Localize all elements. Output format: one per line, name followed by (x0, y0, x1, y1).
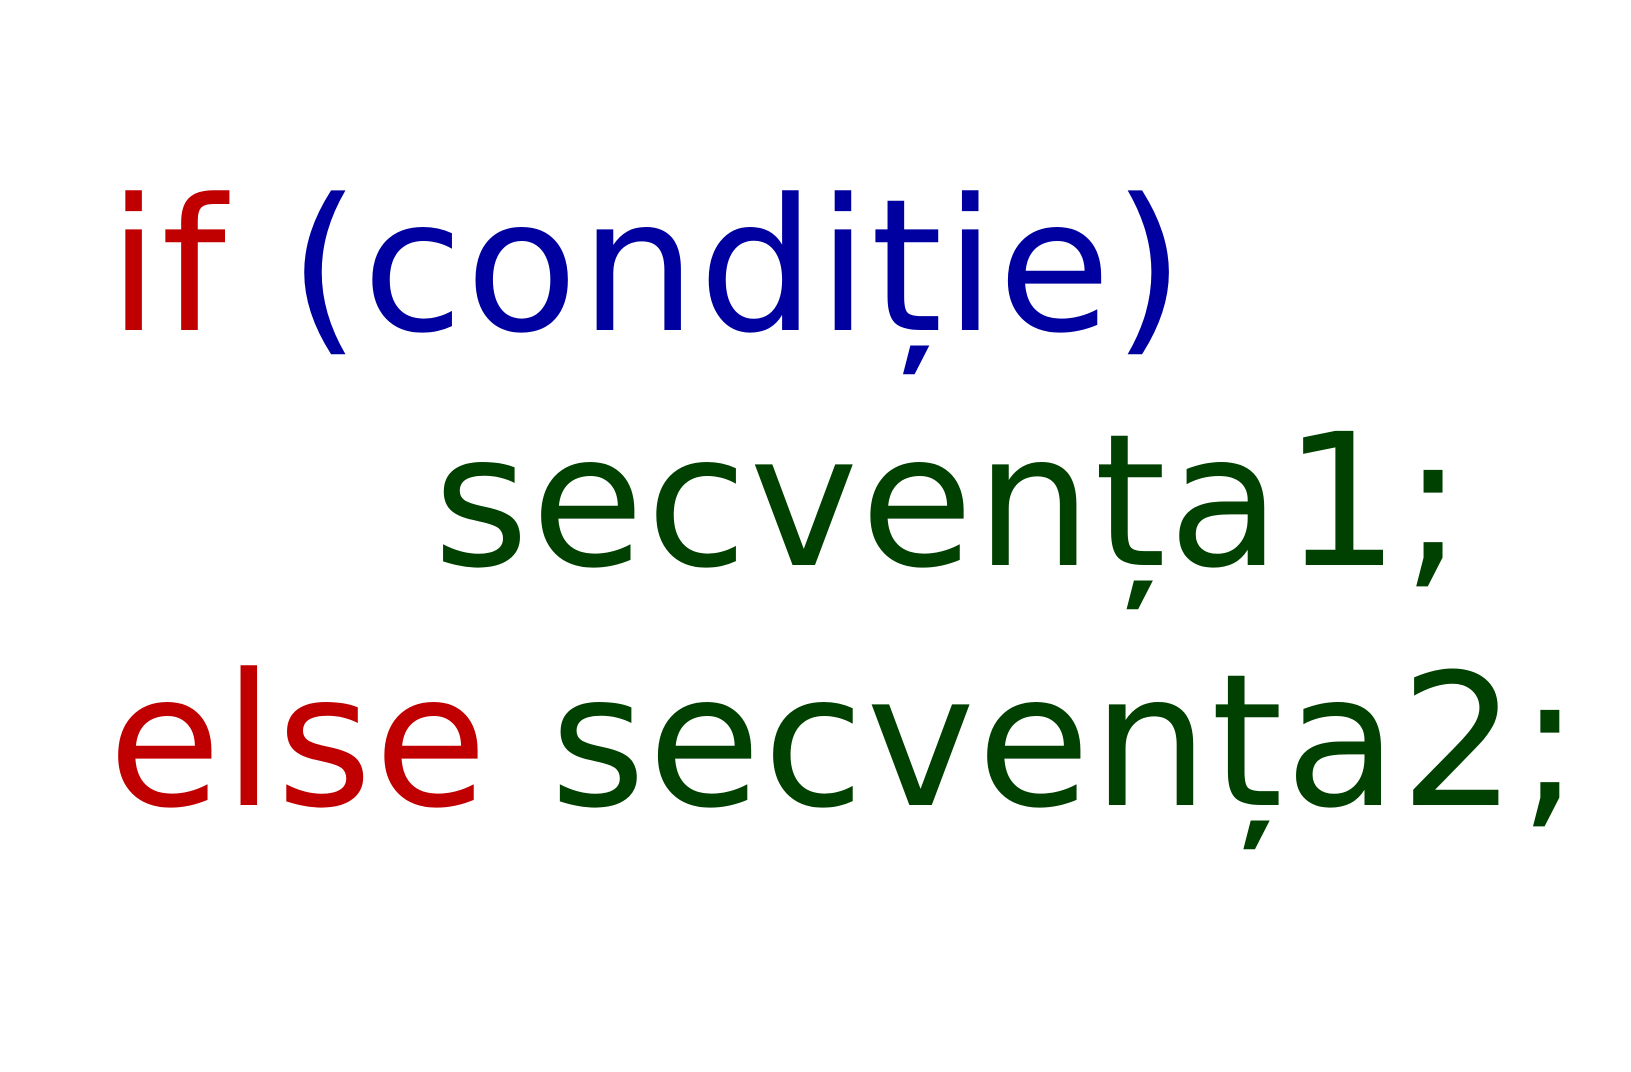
keyword-else: else (108, 635, 490, 849)
statement-2: secvența2; (549, 635, 1583, 849)
code-line-statement-1: secvența1; (433, 410, 1466, 594)
keyword-if: if (108, 160, 228, 374)
code-line-else: else secvența2; (108, 650, 1583, 834)
code-line-if: if (condiție) (108, 175, 1187, 359)
condition-text: (condiție) (288, 160, 1187, 374)
statement-1: secvența1; (433, 395, 1466, 609)
